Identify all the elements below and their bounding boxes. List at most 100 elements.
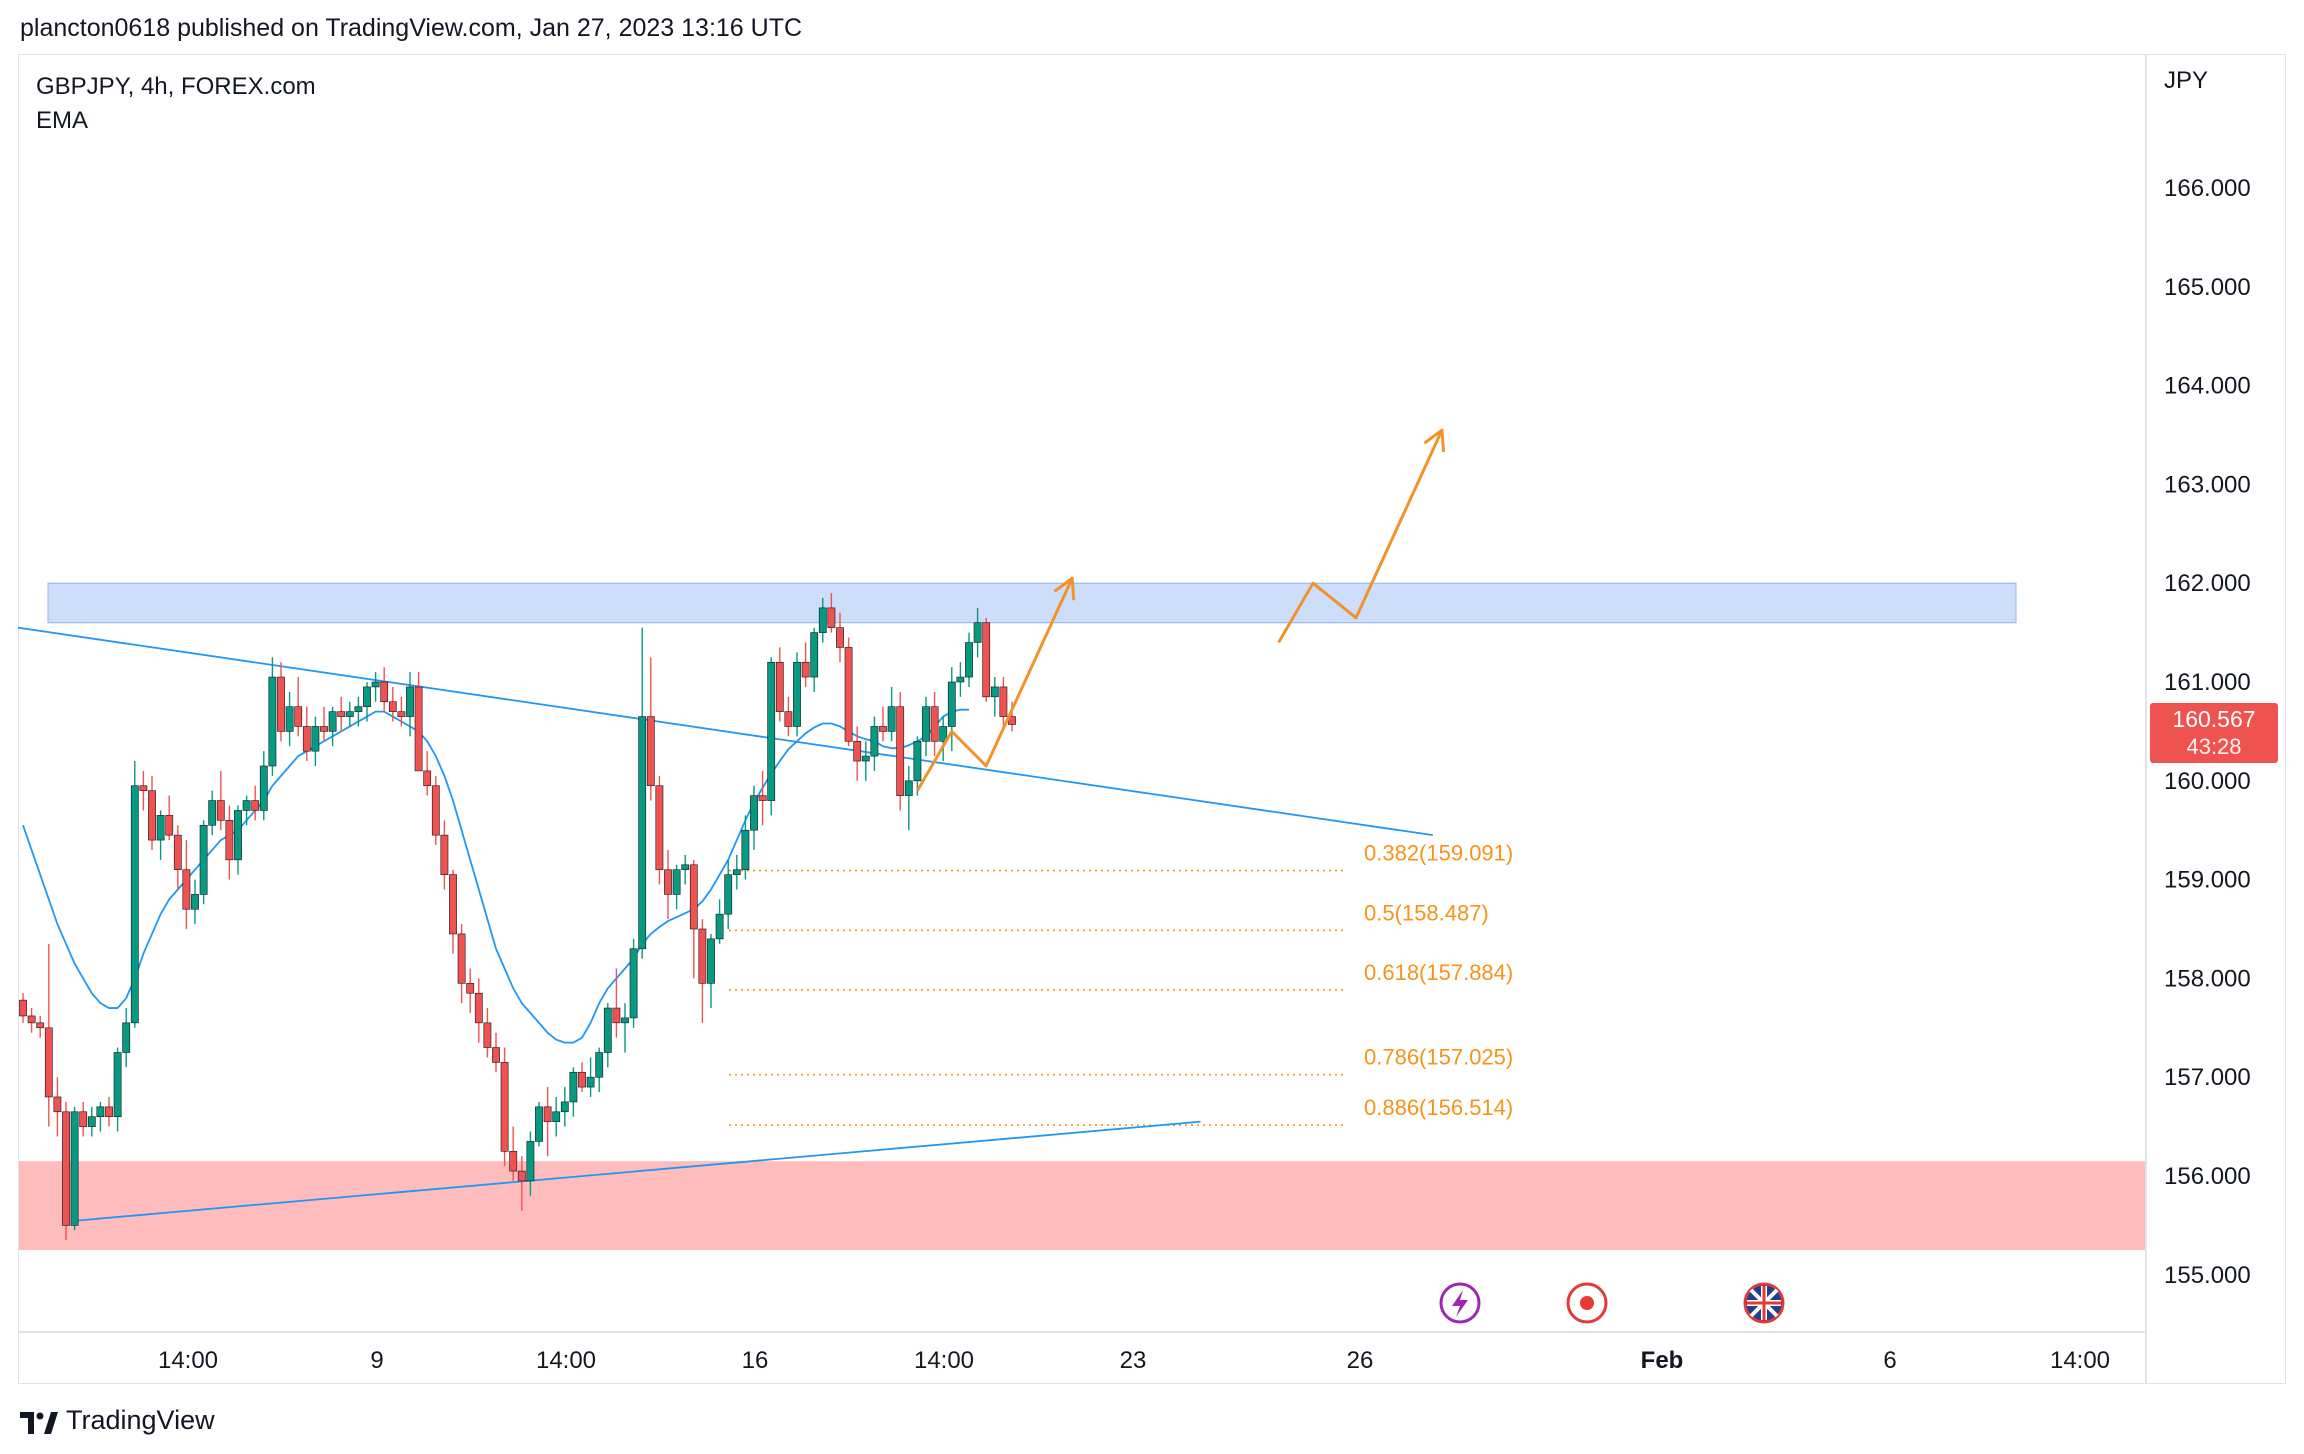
candle-body [70, 1111, 79, 1226]
candle-body [96, 1106, 105, 1118]
projection-path [916, 577, 1074, 792]
candle-down [543, 1087, 552, 1157]
chart-frame[interactable] [18, 54, 2286, 1384]
trendline-layer [17, 626, 1433, 1222]
candle-down [337, 696, 346, 732]
candle-body [775, 661, 784, 712]
candle-up [793, 652, 801, 737]
candle-down [509, 1126, 518, 1181]
candle-body [612, 1007, 621, 1024]
candle-body [552, 1111, 561, 1122]
candle-up [870, 716, 879, 771]
candle-body [844, 647, 853, 742]
candle-down [19, 993, 27, 1023]
footer-brand[interactable]: TradingView [20, 1405, 215, 1436]
candle-down [302, 706, 311, 762]
projection-layer [916, 428, 1446, 792]
candle-body [457, 933, 466, 984]
candle-up [234, 805, 242, 875]
ema-layer [22, 708, 969, 1044]
candle-down [53, 1077, 62, 1137]
candle-body [517, 1170, 526, 1182]
candle-up [259, 751, 268, 821]
candle-body [681, 864, 690, 871]
candle-up [130, 761, 139, 1028]
candle-up [156, 810, 165, 860]
candle-body [311, 726, 320, 752]
candle-down [500, 1047, 509, 1167]
candle-up [861, 741, 870, 781]
brand-name: TradingView [66, 1405, 215, 1435]
candle-body [19, 999, 27, 1017]
candle-body [638, 716, 647, 950]
candle-up [595, 1047, 604, 1093]
candle-down [758, 770, 767, 826]
candle-down [492, 1032, 500, 1073]
symbol-label[interactable]: GBPJPY, 4h, FOREX.com [36, 73, 316, 100]
candle-body [208, 800, 217, 826]
candle-up [724, 859, 733, 929]
candle-down [578, 1062, 586, 1093]
candle-body [990, 686, 999, 698]
candle-body [509, 1151, 518, 1172]
candle-body [431, 785, 440, 836]
candle-up [990, 677, 999, 717]
candle-body [784, 711, 793, 727]
candle-down [173, 825, 182, 890]
candle-body [930, 706, 939, 742]
candle-body [715, 913, 724, 940]
candle-up [621, 1003, 629, 1053]
candle-body [466, 983, 475, 994]
candle-body [707, 938, 715, 984]
candle-body [595, 1052, 604, 1078]
candle-down [397, 696, 406, 727]
candle-body [191, 894, 199, 910]
record-event-icon [1566, 1282, 1608, 1324]
y-tick-label: 162.000 [2164, 570, 2251, 597]
candle-down [664, 849, 672, 920]
resistance-zone [47, 582, 2017, 624]
candle-up [406, 672, 414, 737]
candle-body [861, 755, 870, 762]
candle-up [569, 1067, 578, 1117]
candle-up [96, 1101, 105, 1132]
candle-body [939, 726, 948, 742]
candle-body [827, 607, 836, 628]
candle-body [423, 770, 432, 787]
candle-body [818, 607, 827, 633]
candle-body [922, 706, 930, 742]
candle-body [320, 726, 328, 732]
fib-level-label: 0.786(157.025) [1364, 1045, 1513, 1070]
candle-down [801, 642, 810, 687]
y-tick-label: 159.000 [2164, 867, 2251, 894]
candle-body [483, 1022, 492, 1048]
candle-body [913, 740, 922, 782]
candle-up [345, 701, 354, 727]
indicator-label[interactable]: EMA [36, 107, 89, 134]
candle-up [939, 716, 948, 762]
candle-up [956, 662, 965, 697]
candle-down [277, 662, 285, 742]
projection-path [1277, 429, 1444, 644]
candle-body [216, 800, 225, 821]
candle-down [930, 691, 939, 757]
candle-down [689, 859, 698, 979]
candle-body [578, 1071, 586, 1088]
candle-down [423, 751, 432, 796]
candle-body [328, 711, 337, 732]
candle-down [105, 1096, 113, 1127]
candle-body [165, 815, 174, 836]
bar-countdown: 43:28 [2186, 734, 2242, 759]
candle-body [569, 1071, 578, 1103]
fib-level-label: 0.5(158.487) [1364, 900, 1489, 925]
y-tick-label: 160.000 [2164, 768, 2251, 795]
candle-body [371, 681, 380, 688]
x-tick-label: 6 [1883, 1347, 1896, 1374]
candle-up [328, 706, 337, 747]
candle-body [259, 765, 268, 811]
candle-up [586, 1057, 595, 1097]
candle-up [285, 691, 294, 747]
currency-label: JPY [2164, 67, 2208, 94]
candle-up [354, 696, 363, 727]
